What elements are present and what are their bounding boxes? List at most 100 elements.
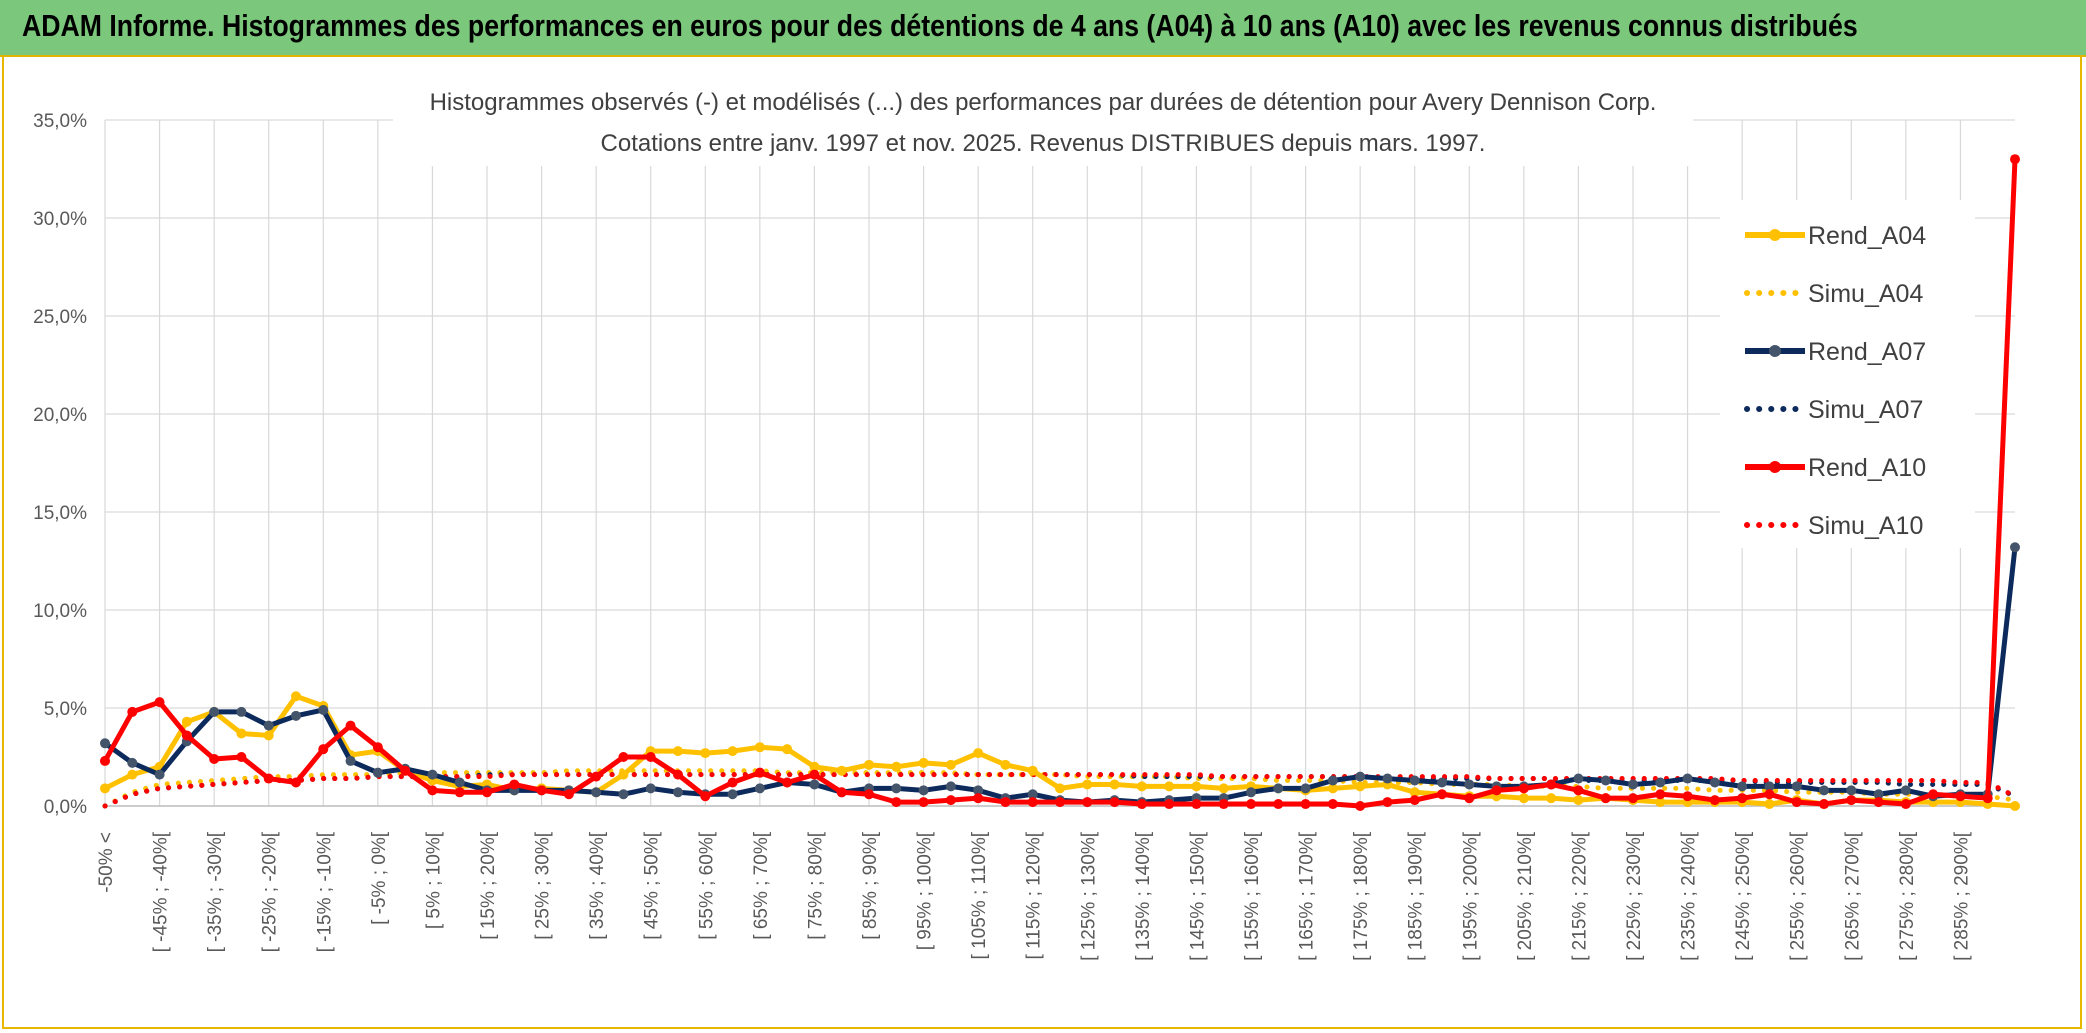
data-point-rend-a07 — [727, 789, 738, 800]
x-tick-label: [ 45% ; 50%[ — [642, 831, 663, 939]
data-point-rend-a10 — [891, 797, 902, 808]
data-point-rend-a10 — [1437, 789, 1447, 800]
x-tick-label: [ 85% ; 90%[ — [860, 831, 881, 939]
x-tick-label: [ 55% ; 60%[ — [696, 831, 717, 939]
data-point-rend-a04 — [1082, 779, 1093, 790]
x-tick-label: [ 265% ; 270%[ — [1842, 831, 1863, 961]
data-point-rend-a10 — [482, 787, 492, 798]
data-point-rend-a10 — [1682, 791, 1693, 802]
legend: Rend_A04 Simu_A04 Rend_A07 Simu_A07 Rend_A10… — [1720, 200, 1975, 548]
data-point-rend-a04 — [291, 691, 301, 702]
x-tick-label: [ 225% ; 230%[ — [1624, 831, 1645, 961]
data-point-rend-a07 — [1246, 787, 1256, 798]
data-point-rend-a04 — [809, 761, 820, 772]
data-point-rend-a10 — [1846, 795, 1857, 806]
page-title: ADAM Informe. Histogrammes des performan… — [22, 8, 1858, 43]
data-point-rend-a04 — [1764, 799, 1775, 810]
x-tick-label: [ 155% ; 160%[ — [1242, 831, 1263, 961]
x-tick-label: [ 285% ; 290%[ — [1951, 831, 1972, 961]
y-tick-label: 35,0% — [33, 111, 87, 132]
data-point-rend-a07 — [1573, 773, 1584, 784]
data-point-rend-a07 — [1327, 775, 1338, 786]
data-point-rend-a07 — [154, 769, 165, 780]
data-point-rend-a04 — [1191, 781, 1202, 792]
x-tick-label: [ 95% ; 100%[ — [915, 831, 936, 950]
title-background — [393, 78, 1693, 166]
data-point-rend-a10 — [1382, 797, 1393, 808]
data-point-rend-a07 — [1027, 789, 1038, 800]
data-point-rend-a07 — [345, 755, 356, 766]
data-point-rend-a07 — [209, 706, 220, 717]
x-tick-label: [ 135% ; 140%[ — [1133, 831, 1154, 961]
data-point-rend-a10 — [1136, 799, 1147, 810]
x-tick-label: [ 35% ; 40%[ — [587, 831, 608, 939]
data-point-rend-a10 — [700, 791, 711, 802]
data-point-rend-a07 — [645, 783, 656, 794]
y-tick-label: 25,0% — [33, 307, 87, 328]
data-point-rend-a04 — [864, 759, 874, 770]
data-point-rend-a10 — [1355, 801, 1366, 811]
data-point-rend-a07 — [127, 757, 138, 768]
data-point-rend-a07 — [1300, 783, 1311, 794]
x-tick-label: [ -5% ; 0%[ — [369, 831, 390, 925]
x-tick-label: -50% < — [96, 832, 117, 893]
legend-label-simu-a07: Simu_A07 — [1808, 396, 1923, 424]
data-point-rend-a04 — [100, 783, 110, 794]
x-tick-label: [ -15% ; -10%[ — [314, 831, 335, 952]
data-point-rend-a07 — [1873, 789, 1884, 800]
data-point-rend-a10 — [1082, 797, 1093, 808]
data-point-rend-a10 — [509, 779, 520, 790]
data-point-rend-a10 — [1055, 797, 1065, 808]
legend-marker-rend-a07 — [1769, 345, 1781, 357]
x-tick-label: [ 15% ; 20%[ — [478, 831, 499, 939]
data-point-rend-a07 — [427, 769, 438, 780]
x-tick-label: [ 215% ; 220%[ — [1569, 831, 1590, 961]
data-point-rend-a04 — [754, 742, 765, 753]
data-point-rend-a10 — [1218, 799, 1229, 810]
data-point-rend-a10 — [1928, 789, 1939, 800]
y-tick-label: 5,0% — [44, 699, 87, 720]
data-point-rend-a07 — [1409, 775, 1420, 786]
data-point-rend-a07 — [1819, 785, 1829, 796]
data-point-rend-a07 — [372, 767, 383, 778]
legend-background — [1720, 200, 1975, 548]
chart-subtitle: Cotations entre janv. 1997 et nov. 2025.… — [601, 130, 1486, 157]
x-tick-label: [ 205% ; 210%[ — [1515, 831, 1536, 961]
data-point-rend-a10 — [673, 769, 683, 780]
data-point-rend-a10 — [864, 789, 874, 800]
x-tick-label: [ -35% ; -30%[ — [205, 831, 226, 952]
y-axis: 0,0% 5,0% 10,0% 15,0% 20,0% 25,0% 30,0% 35,0% — [33, 111, 87, 818]
data-point-rend-a10 — [1628, 793, 1638, 804]
data-point-rend-a10 — [1819, 799, 1829, 810]
x-tick-label: [ 175% ; 180%[ — [1351, 831, 1372, 961]
data-point-rend-a10 — [345, 720, 356, 731]
data-point-rend-a10 — [536, 785, 547, 796]
data-point-rend-a07 — [1464, 779, 1475, 790]
data-point-rend-a04 — [945, 759, 956, 770]
gridlines — [104, 119, 2015, 807]
data-point-rend-a07 — [1682, 773, 1693, 784]
data-point-rend-a10 — [1246, 799, 1256, 810]
data-point-rend-a10 — [782, 777, 793, 788]
data-point-rend-a10 — [2010, 154, 2020, 165]
x-tick-label: [ 145% ; 150%[ — [1187, 831, 1208, 961]
legend-marker-rend-a04 — [1769, 229, 1781, 241]
data-point-rend-a10 — [1164, 799, 1175, 810]
x-tick-label: [ 75% ; 80%[ — [805, 831, 826, 939]
data-point-rend-a04 — [836, 765, 847, 776]
x-tick-label: [ -45% ; -40%[ — [151, 831, 172, 952]
data-point-rend-a04 — [618, 769, 629, 780]
data-point-rend-a07 — [100, 738, 110, 749]
data-point-rend-a10 — [1491, 785, 1502, 796]
data-point-rend-a10 — [1000, 797, 1011, 808]
data-point-rend-a07 — [1437, 777, 1447, 788]
data-point-rend-a10 — [1764, 789, 1775, 800]
data-point-rend-a10 — [1737, 793, 1748, 804]
data-point-rend-a04 — [1218, 783, 1229, 794]
data-point-rend-a10 — [1600, 793, 1611, 804]
legend-label-simu-a10: Simu_A10 — [1808, 512, 1923, 540]
data-point-rend-a07 — [945, 781, 956, 792]
data-point-rend-a04 — [263, 730, 274, 741]
chart-title: Histogrammes observés (-) et modélisés (… — [430, 89, 1657, 116]
data-point-rend-a10 — [1709, 795, 1720, 806]
